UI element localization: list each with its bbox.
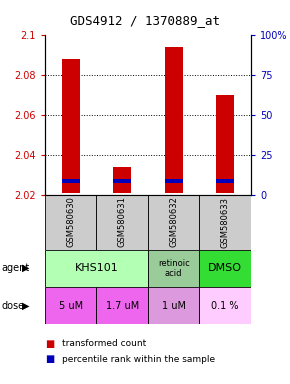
Bar bbox=[200, 287, 251, 324]
Bar bbox=[45, 195, 96, 250]
Bar bbox=[165, 179, 183, 182]
Text: GDS4912 / 1370889_at: GDS4912 / 1370889_at bbox=[70, 14, 220, 27]
Bar bbox=[200, 195, 251, 250]
Text: GSM580633: GSM580633 bbox=[221, 197, 230, 248]
Text: ■: ■ bbox=[45, 354, 54, 364]
Bar bbox=[148, 250, 199, 287]
Text: transformed count: transformed count bbox=[62, 339, 147, 348]
Bar bbox=[62, 179, 80, 182]
Text: 0.1 %: 0.1 % bbox=[211, 301, 239, 311]
Bar bbox=[216, 94, 234, 192]
Bar bbox=[200, 250, 251, 287]
Bar bbox=[45, 250, 148, 287]
Text: 1.7 uM: 1.7 uM bbox=[106, 301, 139, 311]
Text: GSM580631: GSM580631 bbox=[118, 197, 127, 247]
Text: ▶: ▶ bbox=[22, 301, 29, 311]
Text: 5 uM: 5 uM bbox=[59, 301, 83, 311]
Bar bbox=[96, 287, 148, 324]
Text: DMSO: DMSO bbox=[208, 263, 242, 273]
Text: KHS101: KHS101 bbox=[75, 263, 118, 273]
Bar bbox=[148, 287, 199, 324]
Text: GSM580630: GSM580630 bbox=[66, 197, 75, 247]
Text: ▶: ▶ bbox=[22, 263, 29, 273]
Text: GSM580632: GSM580632 bbox=[169, 197, 178, 247]
Bar bbox=[113, 179, 131, 182]
Bar bbox=[62, 58, 80, 192]
Text: retinoic
acid: retinoic acid bbox=[158, 258, 189, 278]
Bar bbox=[148, 195, 199, 250]
Bar bbox=[165, 46, 183, 192]
Bar bbox=[216, 179, 234, 182]
Bar bbox=[96, 195, 148, 250]
Bar bbox=[45, 287, 96, 324]
Bar bbox=[113, 167, 131, 192]
Text: agent: agent bbox=[1, 263, 30, 273]
Text: dose: dose bbox=[1, 301, 25, 311]
Text: percentile rank within the sample: percentile rank within the sample bbox=[62, 354, 215, 364]
Text: ■: ■ bbox=[45, 339, 54, 349]
Text: 1 uM: 1 uM bbox=[162, 301, 186, 311]
